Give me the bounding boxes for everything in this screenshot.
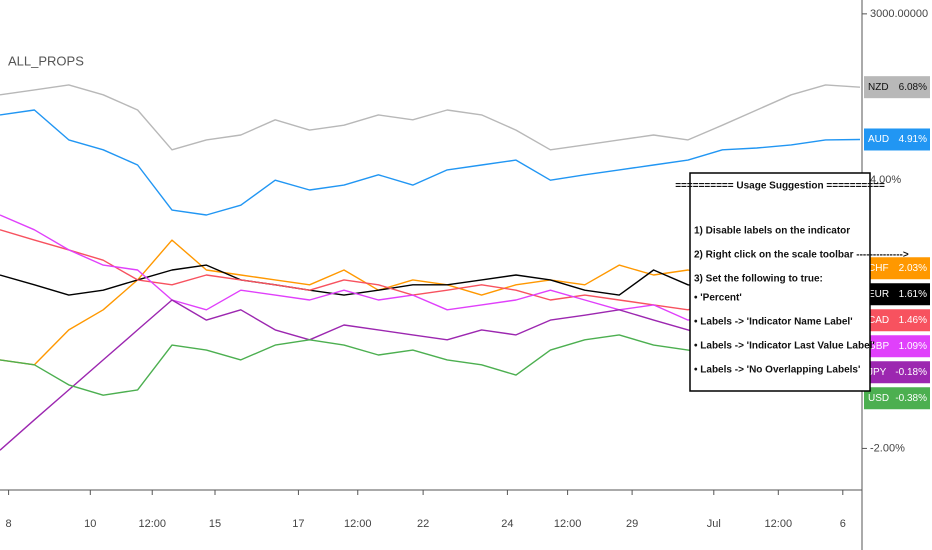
label-box	[864, 361, 930, 384]
x-tick-label: Jul	[707, 518, 721, 530]
series-name: JPY	[868, 367, 887, 378]
series-name: GBP	[868, 341, 889, 352]
series-line	[0, 84, 861, 151]
series-name: CHF	[868, 263, 889, 274]
x-tick-label: 24	[501, 518, 513, 530]
x-tick-label: 12:00	[138, 518, 166, 530]
series-name: USD	[868, 393, 889, 404]
value-label: 6.08%	[899, 82, 927, 93]
series-name: EUR	[868, 289, 889, 300]
note-line: 3) Set the following to true:	[694, 274, 823, 285]
value-label: 2.03%	[899, 263, 927, 274]
last-value-label: CHF 2.03%	[864, 257, 930, 280]
value-label: -0.38%	[895, 393, 927, 404]
last-value-label: CAD 1.46%	[864, 309, 930, 332]
x-tick-label: 10	[84, 518, 96, 530]
label-box	[864, 283, 930, 306]
value-label: 4.91%	[899, 134, 927, 145]
label-box	[864, 128, 930, 151]
label-box	[864, 257, 930, 280]
y-tick-label: -2.00%	[870, 442, 905, 454]
last-value-label: USD -0.38%	[864, 387, 930, 410]
note-line: • Labels -> 'No Overlapping Labels'	[694, 365, 860, 376]
last-value-label: NZD 6.08%	[864, 76, 930, 99]
x-tick-label: 12:00	[344, 518, 372, 530]
series-line	[0, 109, 861, 216]
note-line: • 'Percent'	[694, 293, 742, 304]
x-tick-label: 12:00	[765, 518, 793, 530]
label-box	[864, 76, 930, 99]
x-tick-label: 12:00	[554, 518, 582, 530]
value-label: 1.46%	[899, 315, 927, 326]
x-tick-label: 15	[209, 518, 221, 530]
y-tick-label: 3000.00000	[870, 8, 928, 20]
note-line: 1) Disable labels on the indicator	[694, 226, 850, 237]
value-label: 1.09%	[899, 341, 927, 352]
label-box	[864, 335, 930, 358]
x-tick-label: 17	[292, 518, 304, 530]
last-value-label: EUR 1.61%	[864, 283, 930, 306]
x-tick-label: 6	[840, 518, 846, 530]
x-tick-label: 29	[626, 518, 638, 530]
last-value-label: AUD 4.91%	[864, 128, 930, 151]
note-line: 2) Right click on the scale toolbar ----…	[694, 250, 909, 261]
series-name: NZD	[868, 82, 889, 93]
series-name: CAD	[868, 315, 889, 326]
note-line: • Labels -> 'Indicator Last Value Label'	[694, 341, 875, 352]
last-value-label: JPY -0.18%	[864, 361, 930, 384]
note-box	[689, 172, 871, 392]
label-box	[864, 387, 930, 410]
series-name: AUD	[868, 134, 889, 145]
usage-note: ========== Usage Suggestion ========== 1)…	[675, 172, 909, 392]
x-tick-label: 22	[417, 518, 429, 530]
value-label: 1.61%	[899, 289, 927, 300]
x-tick-label: 8	[6, 518, 12, 530]
chart-title: ALL_PROPS	[8, 53, 84, 68]
label-box	[864, 309, 930, 332]
value-label: -0.18%	[895, 367, 927, 378]
y-tick-label: 4.00%	[870, 174, 901, 186]
last-value-label: GBP 1.09%	[864, 335, 930, 358]
note-line: • Labels -> 'Indicator Name Label'	[694, 317, 853, 328]
note-title: ========== Usage Suggestion ==========	[675, 181, 885, 192]
